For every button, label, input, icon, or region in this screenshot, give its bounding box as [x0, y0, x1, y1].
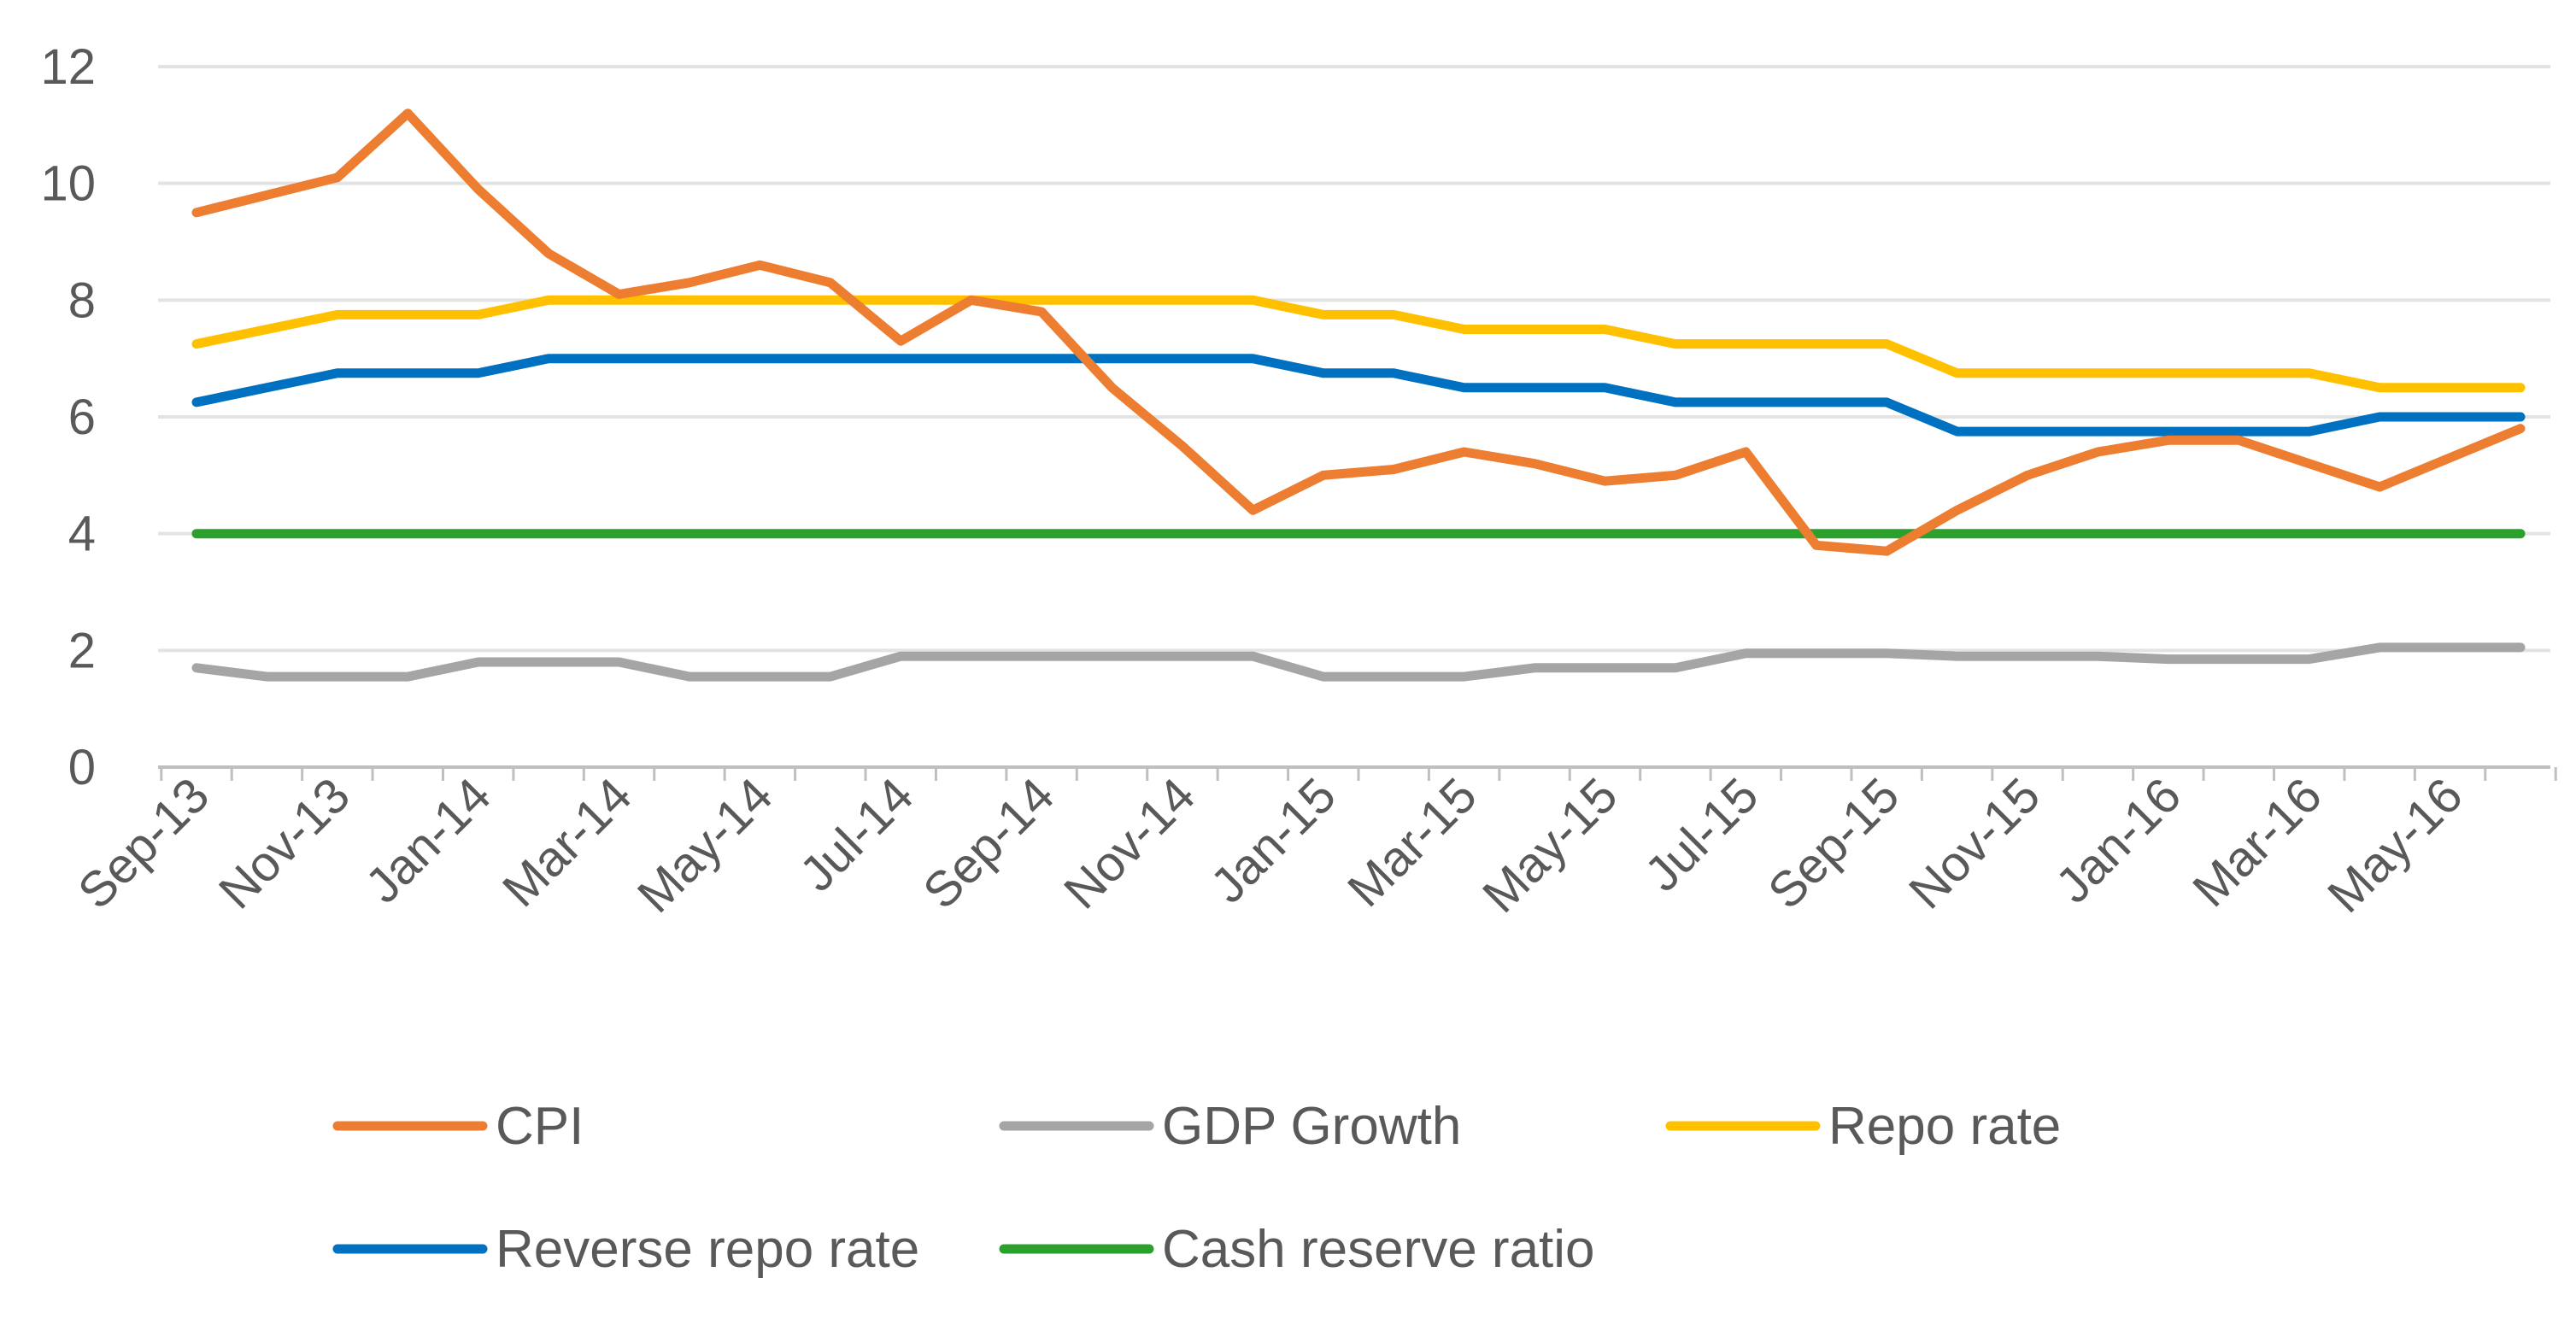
legend-item-cash-reserve-ratio: Cash reserve ratio [999, 1220, 1595, 1279]
series-line-reverse-repo-rate [191, 354, 2526, 437]
legend-item-cpi: CPI [332, 1097, 584, 1156]
y-tick-label: 4 [68, 507, 96, 562]
x-tick-label: Sep-15 [1757, 767, 1910, 919]
y-tick-label: 8 [68, 273, 96, 328]
x-tick-label: Jan-15 [1200, 767, 1347, 913]
y-tick-label: 12 [40, 39, 96, 95]
legend-item-reverse-repo-rate: Reverse repo rate [332, 1220, 919, 1279]
legend-label: Repo rate [1828, 1097, 2061, 1156]
legend-item-repo-rate: Repo rate [1665, 1097, 2061, 1156]
x-tick-label: Nov-14 [1053, 767, 1206, 919]
x-tick-label: Jul-14 [789, 767, 924, 902]
x-tick-label: Jul-15 [1634, 767, 1769, 902]
x-tick-label: May-14 [627, 767, 783, 923]
x-tick-label: Jan-16 [2045, 767, 2192, 913]
legend-label: Reverse repo rate [496, 1220, 919, 1279]
x-tick-label: Mar-16 [2182, 767, 2332, 917]
y-axis-tick-labels: 0 2 4 6 8 10 12 [40, 39, 96, 795]
series-line-repo-rate [191, 295, 2526, 393]
x-tick-label: Mar-15 [1337, 767, 1488, 917]
series-line-gdp-growth [191, 642, 2526, 682]
y-tick-label: 2 [68, 623, 96, 678]
x-tick-label: May-16 [2317, 767, 2473, 923]
legend-label: CPI [496, 1097, 584, 1156]
x-tick-label: Nov-15 [1898, 767, 2051, 919]
legend-label: Cash reserve ratio [1162, 1220, 1595, 1279]
y-tick-label: 6 [68, 390, 96, 445]
x-tick-label: Sep-14 [912, 767, 1065, 919]
x-tick-label: Nov-13 [208, 767, 361, 919]
series-lines [191, 108, 2526, 682]
y-tick-label: 0 [68, 740, 96, 795]
legend: CPI GDP Growth Repo rate Reverse repo rate C… [332, 1097, 2061, 1279]
y-tick-label: 10 [40, 156, 96, 212]
x-tick-label: Mar-14 [492, 767, 643, 917]
x-tick-label: Jan-14 [355, 767, 502, 913]
x-tick-label: May-15 [1472, 767, 1628, 923]
legend-item-gdp-growth: GDP Growth [999, 1097, 1461, 1156]
series-line-cpi [191, 108, 2526, 556]
legend-label: GDP Growth [1162, 1097, 1461, 1156]
